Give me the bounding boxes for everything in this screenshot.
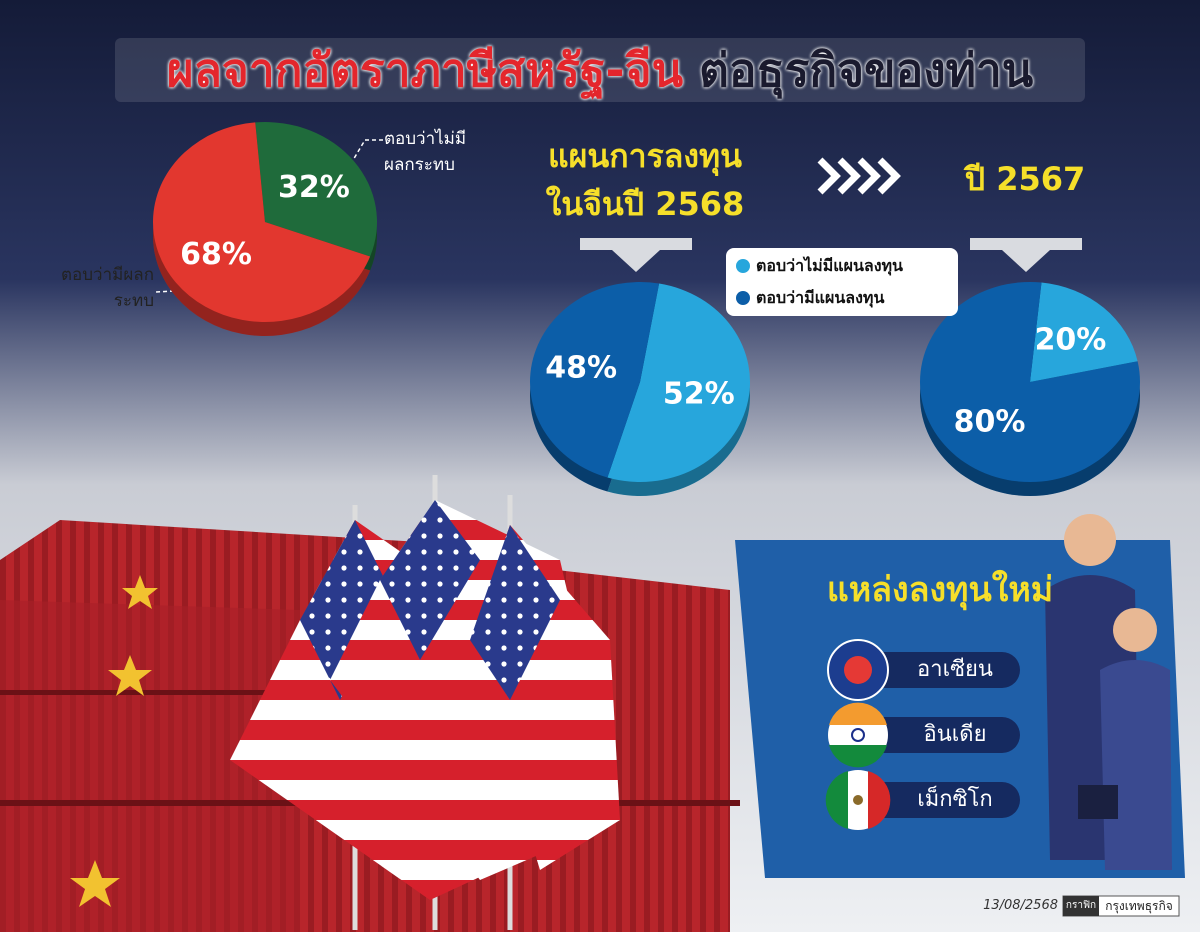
- flags: [230, 475, 620, 930]
- value-label: 48%: [545, 351, 617, 386]
- value-label: 68%: [180, 237, 252, 272]
- credit-label: กราฟิก: [1065, 900, 1097, 911]
- category-label: ตอบว่ามีผลกระทบ: [60, 265, 154, 311]
- title-rest: ต่อธุรกิจของท่าน: [699, 43, 1034, 97]
- pie-slice: [255, 122, 377, 257]
- pie-slice: [919, 282, 1140, 482]
- legend: ตอบว่าไม่มีแผนลงทุน ตอบว่ามีแผนลงทุน: [726, 248, 958, 316]
- item-label: อินเดีย: [923, 722, 987, 747]
- value-label: 32%: [278, 170, 350, 205]
- pie-title: ปี 2567: [964, 160, 1086, 198]
- panel-title: แหล่งลงทุนใหม่: [826, 570, 1054, 610]
- value-label: 80%: [954, 404, 1026, 439]
- pie-slice: [1030, 282, 1138, 382]
- pie: 32% 68%: [152, 122, 377, 336]
- date: 13/08/2568: [983, 898, 1058, 913]
- legend-entry: ตอบว่ามีแผนลงทุน: [736, 286, 884, 311]
- value-label: 52%: [663, 376, 735, 411]
- credit-label-box: [1063, 896, 1099, 916]
- pie-slice: [153, 122, 371, 322]
- item-label: เม็กซิโก: [917, 787, 993, 812]
- category-label: ตอบว่าไม่มีผลกระทบ: [384, 129, 467, 175]
- flag-icons: [825, 639, 1020, 830]
- legend-label: ตอบว่ามีแผนลงทุน: [756, 288, 885, 307]
- value-label: 20%: [1035, 323, 1107, 358]
- title-highlight: ผลจากอัตราภาษีสหรัฐ-จีน: [166, 43, 684, 97]
- legend-entry: ตอบว่าไม่มีแผนลงทุน: [736, 254, 903, 279]
- pie-title: แผนการลงทุน ในจีนปี 2568: [545, 137, 745, 223]
- pie: 20% 80%: [919, 282, 1140, 497]
- pie-slice: [607, 283, 750, 482]
- title-band: [115, 38, 1085, 102]
- businessmen: [1045, 514, 1172, 870]
- credit: กรุงเทพธุรกิจ: [1105, 899, 1173, 913]
- chevrons: [817, 157, 901, 195]
- item-label: อาเซียน: [917, 657, 993, 682]
- pie-slice: [530, 282, 660, 478]
- pie: 52% 48%: [529, 282, 750, 496]
- legend-swatch: [736, 291, 750, 305]
- down-arrows: [580, 238, 1082, 272]
- legend-swatch: [736, 259, 750, 273]
- title: ผลจากอัตราภาษีสหรัฐ-จีน ต่อธุรกิจของท่าน: [120, 38, 1080, 102]
- legend-label: ตอบว่าไม่มีแผนลงทุน: [756, 256, 903, 275]
